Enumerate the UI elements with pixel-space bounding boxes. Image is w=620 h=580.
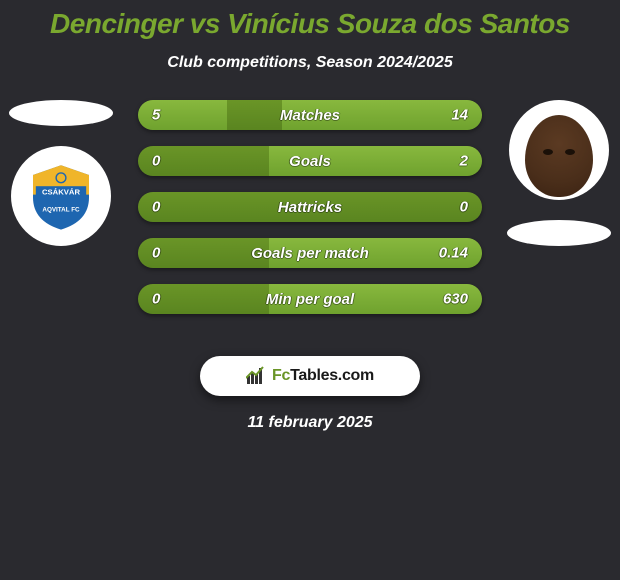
stat-row: Goals per match 0 0.14: [138, 238, 482, 268]
stat-label: Hattricks: [278, 199, 342, 216]
page-title: Dencinger vs Vinícius Souza dos Santos: [0, 8, 620, 40]
svg-text:CSÁKVÁR: CSÁKVÁR: [42, 188, 80, 197]
comparison-panel: CSÁKVÁR AQVITAL FC Matches 5 14 Goals 0 2 Hatt…: [0, 100, 620, 330]
stat-value-left: 0: [152, 153, 160, 170]
stat-value-left: 0: [152, 291, 160, 308]
stat-value-right: 14: [451, 107, 468, 124]
left-club-badge: CSÁKVÁR AQVITAL FC: [11, 146, 111, 246]
stat-value-left: 0: [152, 199, 160, 216]
chart-bars-icon: [246, 366, 266, 386]
left-ellipse: [9, 100, 113, 126]
stats-list: Matches514Goals02Hattricks00Goals per ma…: [138, 100, 482, 314]
stat-row: Matches 5 14: [138, 100, 482, 130]
stat-row: Hattricks 0 0: [138, 192, 482, 222]
comparison-date: 11 february 2025: [0, 414, 620, 432]
brand-text: FcTables.com: [272, 367, 374, 385]
stat-row: Min per goal 0 630: [138, 284, 482, 314]
stat-value-right: 0: [460, 199, 468, 216]
left-player-column: CSÁKVÁR AQVITAL FC: [6, 100, 116, 246]
stat-value-left: 5: [152, 107, 160, 124]
right-player-avatar: [509, 100, 609, 200]
stat-label: Goals per match: [251, 245, 369, 262]
stat-value-right: 0.14: [439, 245, 468, 262]
subtitle: Club competitions, Season 2024/2025: [0, 54, 620, 72]
stat-value-right: 2: [460, 153, 468, 170]
stat-row: Goals 0 2: [138, 146, 482, 176]
right-player-column: [504, 100, 614, 246]
stat-label: Min per goal: [266, 291, 354, 308]
stat-label: Goals: [289, 153, 331, 170]
brand-badge[interactable]: FcTables.com: [200, 356, 420, 396]
right-ellipse: [507, 220, 611, 246]
svg-text:AQVITAL FC: AQVITAL FC: [42, 206, 80, 213]
stat-value-right: 630: [443, 291, 468, 308]
club-badge-icon: CSÁKVÁR AQVITAL FC: [26, 161, 96, 231]
stat-value-left: 0: [152, 245, 160, 262]
stat-label: Matches: [280, 107, 340, 124]
